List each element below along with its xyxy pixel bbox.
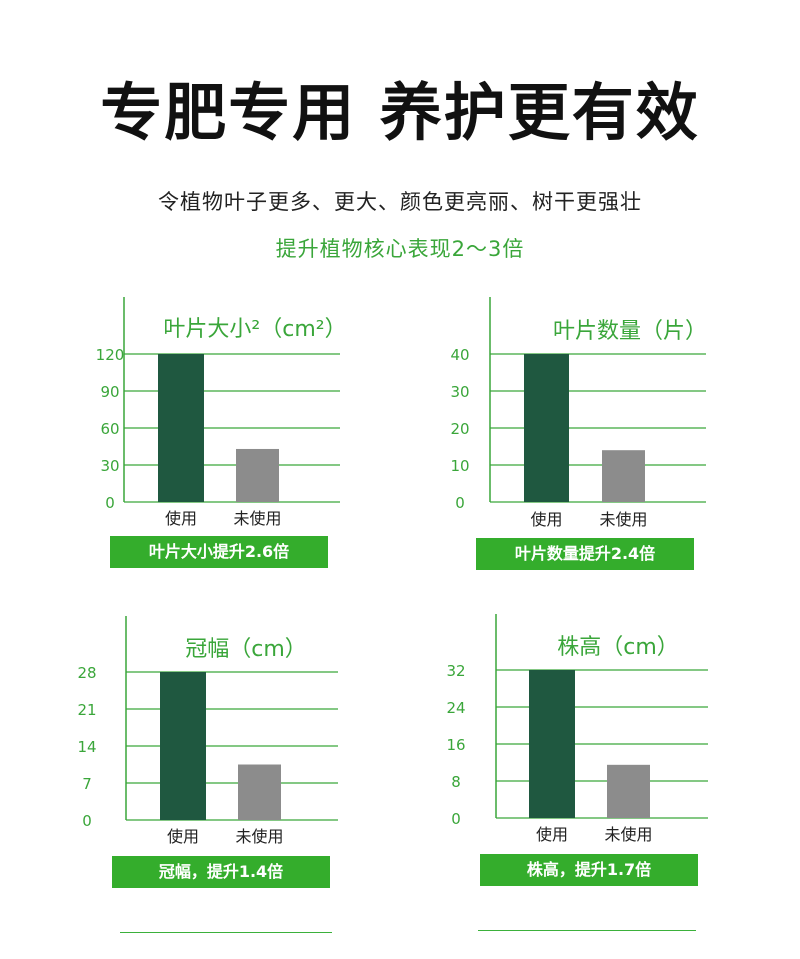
- y-tick-label: 60: [100, 420, 119, 438]
- y-tick-label: 10: [450, 457, 469, 475]
- summary-leaf-count: 叶片数量提升2.4倍: [476, 538, 694, 570]
- bar-used: [158, 354, 204, 502]
- y-tick-label: 0: [82, 812, 92, 830]
- bar-used: [160, 672, 206, 820]
- bottom-divider-right: [478, 930, 696, 931]
- x-category-label: 未使用: [604, 825, 652, 844]
- bar-used: [524, 354, 569, 502]
- y-tick-label: 21: [77, 701, 96, 719]
- y-tick-label: 20: [450, 420, 469, 438]
- x-category-label: 未使用: [233, 509, 281, 528]
- chart-title: 冠幅（cm）: [185, 637, 307, 662]
- bar-unused: [238, 764, 281, 820]
- y-tick-label: 90: [100, 383, 119, 401]
- x-category-label: 使用: [165, 509, 197, 528]
- y-tick-label: 7: [82, 775, 92, 793]
- y-tick-label: 14: [77, 738, 96, 756]
- chart-title: 叶片数量（片）: [553, 319, 707, 344]
- y-tick-label: 30: [100, 457, 119, 475]
- y-tick-label: 40: [450, 346, 469, 364]
- y-tick-label: 24: [446, 699, 465, 717]
- summary-leaf-size: 叶片大小提升2.6倍: [110, 536, 328, 568]
- y-tick-label: 8: [451, 773, 461, 791]
- y-tick-label: 0: [455, 494, 465, 512]
- x-category-label: 未使用: [599, 510, 647, 529]
- bar-used: [529, 670, 575, 818]
- y-tick-label: 16: [446, 736, 465, 754]
- y-tick-label: 0: [451, 810, 461, 828]
- x-category-label: 使用: [167, 827, 199, 846]
- page-subtitle: 令植物叶子更多、更大、颜色更亮丽、树干更强壮: [158, 190, 642, 214]
- page-title: 专肥专用 养护更有效: [100, 76, 700, 149]
- x-category-label: 使用: [536, 825, 568, 844]
- bar-unused: [602, 450, 645, 502]
- highlight-text: 提升植物核心表现2～3倍: [275, 237, 525, 261]
- y-tick-label: 32: [446, 662, 465, 680]
- bar-unused: [607, 764, 650, 818]
- summary-crown-width: 冠幅，提升1.4倍: [112, 856, 330, 888]
- bottom-divider-left: [120, 932, 332, 933]
- bar-unused: [236, 448, 279, 502]
- y-tick-label: 120: [96, 346, 125, 364]
- x-category-label: 未使用: [235, 827, 283, 846]
- y-tick-label: 28: [77, 664, 96, 682]
- y-tick-label: 30: [450, 383, 469, 401]
- x-category-label: 使用: [530, 510, 562, 529]
- chart-title: 株高（cm）: [557, 635, 679, 660]
- chart-title: 叶片大小²（cm²）: [163, 317, 346, 342]
- summary-plant-height: 株高，提升1.7倍: [480, 854, 698, 886]
- y-tick-label: 0: [105, 494, 115, 512]
